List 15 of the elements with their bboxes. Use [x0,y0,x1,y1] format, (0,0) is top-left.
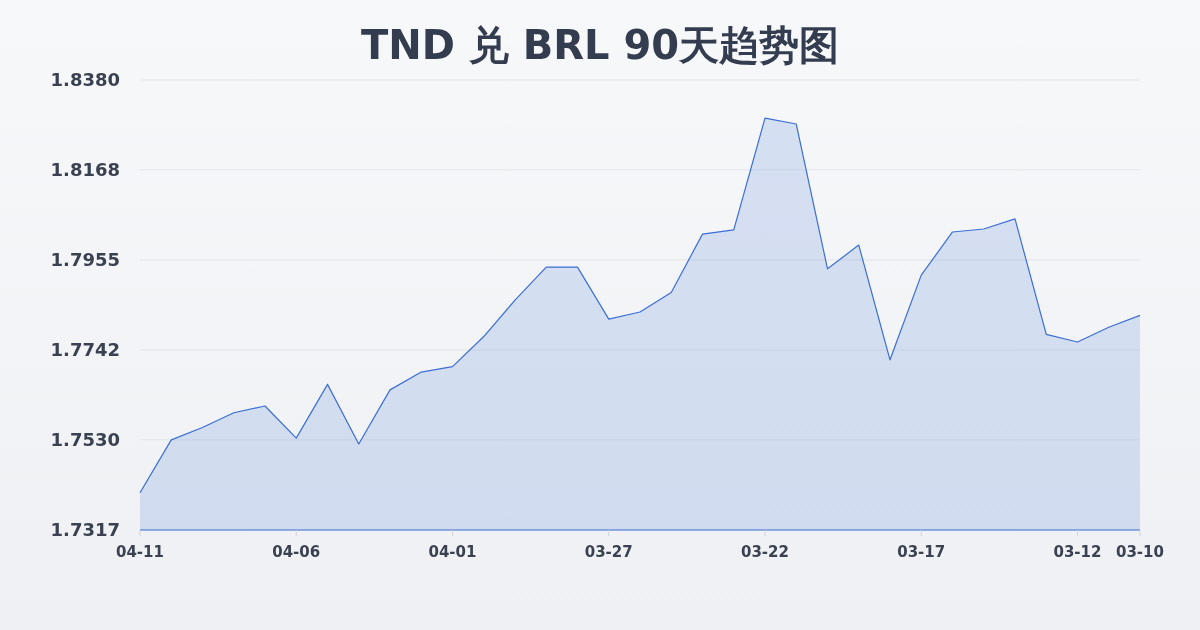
x-tick-label: 03-27 [584,542,633,561]
chart-title: TND 兑 BRL 90天趋势图 [359,21,841,70]
x-tick-label: 04-11 [116,542,164,561]
y-tick-label: 1.8380 [50,69,120,91]
y-tick-label: 1.8168 [50,159,120,181]
x-tick-label: 03-12 [1053,542,1102,561]
x-tick-label: 03-22 [741,542,789,561]
x-tick-label: 04-01 [428,542,477,561]
y-tick-label: 1.7530 [50,429,120,451]
x-tick-label: 03-17 [897,542,946,561]
x-tick-label: 04-06 [272,542,321,561]
y-tick-label: 1.7317 [50,519,120,541]
y-tick-label: 1.7955 [50,249,120,271]
x-tick-label: 03-10 [1116,542,1164,561]
y-tick-label: 1.7742 [50,339,120,361]
